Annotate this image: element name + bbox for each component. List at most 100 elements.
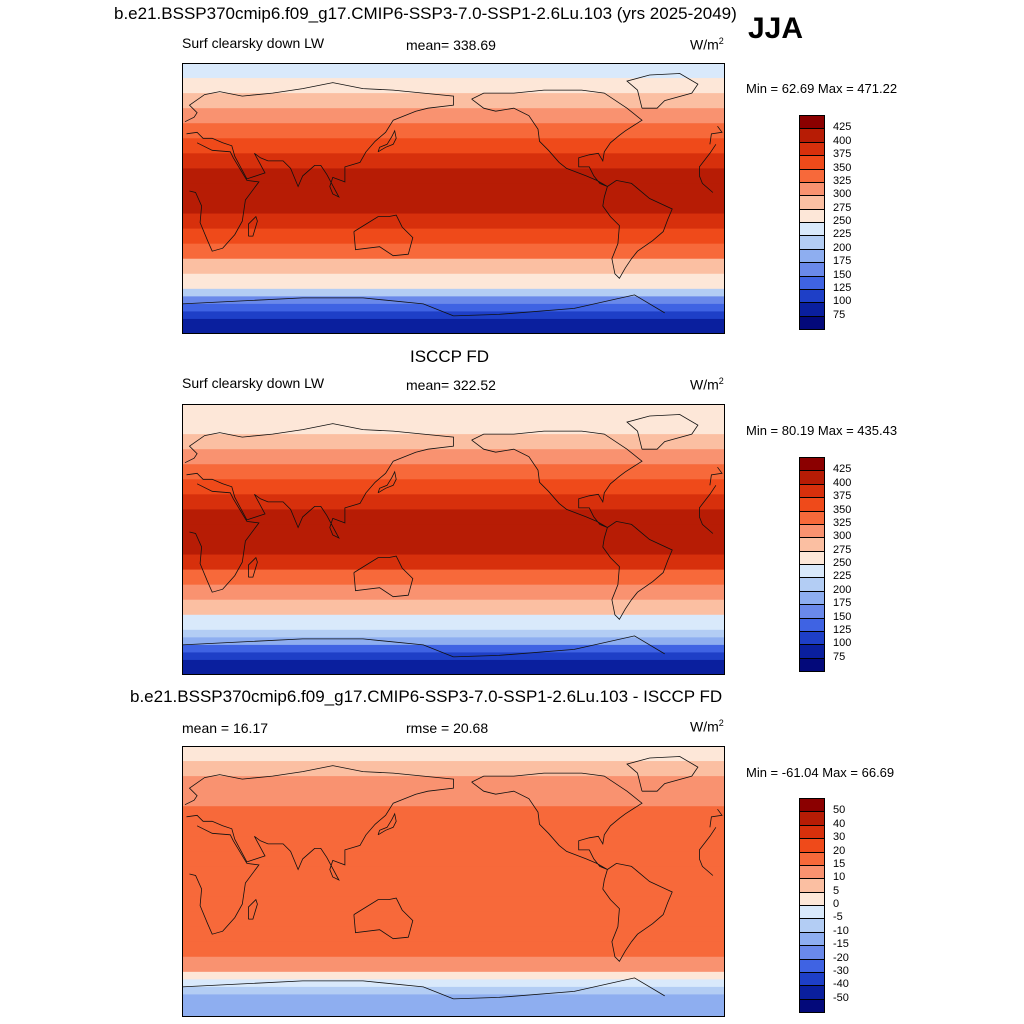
panel1-units: W/m2: [690, 36, 724, 53]
colorbar-tick-label: 100: [833, 637, 852, 650]
lat-band: [182, 941, 725, 958]
lat-band: [182, 404, 725, 420]
colorbar-tick-label: 300: [833, 188, 852, 201]
colorbar-tick-label: 300: [833, 530, 852, 543]
colorbar-box: [799, 457, 825, 471]
colorbar-box: [799, 985, 825, 1000]
coastline-south-america: [602, 179, 673, 279]
colorbar-box: [799, 537, 825, 552]
lat-band: [182, 479, 725, 495]
colorbar-box: [799, 590, 825, 605]
lat-band: [182, 971, 725, 980]
colorbar-tick-label: 125: [833, 623, 852, 636]
lat-band: [182, 243, 725, 260]
colorbar-tick-label: 425: [833, 121, 852, 134]
lat-band: [182, 539, 725, 556]
panel3-title: b.e21.BSSP370cmip6.f09_g17.CMIP6-SSP3-7.…: [130, 687, 723, 706]
colorbar-box: [799, 657, 825, 672]
colorbar-box: [799, 798, 825, 812]
lat-band: [182, 569, 725, 586]
lat-band: [182, 599, 725, 616]
colorbar-box: [799, 168, 825, 183]
coastline-africa: [189, 483, 717, 593]
coastline-antarctica: [182, 977, 665, 1000]
colorbar-tick-label: 250: [833, 215, 852, 227]
coastline-north-america: [471, 772, 643, 870]
map-frame: [182, 404, 725, 675]
lat-band: [182, 761, 725, 777]
lat-band: [182, 258, 725, 275]
colorbar-tick-label: 150: [833, 610, 852, 623]
colorbar-box: [799, 550, 825, 565]
lat-band: [182, 791, 725, 807]
colorbar-box: [799, 811, 825, 826]
panel1-minmax: Min = 62.69 Max = 471.22: [746, 81, 898, 96]
lat-band: [182, 288, 725, 297]
colorbar-box: [799, 115, 825, 129]
panel3-units: W/m2: [690, 718, 724, 735]
colorbar-tick-label: 275: [833, 201, 852, 214]
colorbar-tick-label: 20: [833, 844, 846, 857]
colorbar-tick-label: 175: [833, 255, 852, 268]
lat-band: [182, 63, 725, 79]
colorbar-tick-label: -30: [833, 964, 849, 977]
colorbar-tick-label: 5: [833, 884, 840, 897]
panel1-variable: Surf clearsky down LW: [182, 35, 325, 51]
colorbar-box: [799, 958, 825, 973]
panel2-variable: Surf clearsky down LW: [182, 375, 325, 391]
colorbar-box: [799, 315, 825, 330]
lat-band: [182, 614, 725, 631]
coastline-greenland: [626, 414, 699, 450]
colorbar-box: [799, 604, 825, 618]
lat-band: [182, 303, 725, 313]
lat-band: [182, 318, 725, 334]
lat-band: [182, 273, 725, 290]
coastline-greenland: [626, 73, 699, 109]
lat-band: [182, 637, 725, 646]
colorbar-box: [799, 128, 825, 143]
colorbar-box: [799, 275, 825, 290]
colorbar-tick-label: 225: [833, 570, 852, 583]
colorbar-box: [799, 630, 825, 645]
colorbar-box: [799, 931, 825, 946]
lat-band: [182, 554, 725, 571]
colorbar-box: [799, 155, 825, 169]
coastline-south-america: [602, 520, 673, 620]
lat-band: [182, 866, 725, 883]
panel3-mean: mean = 16.17: [182, 720, 269, 736]
lat-band: [182, 228, 725, 245]
lat-band: [182, 629, 725, 638]
coastline-japan: [377, 812, 397, 836]
colorbar-tick-label: 400: [833, 134, 852, 147]
coastline-japan: [377, 470, 397, 494]
colorbar-box: [799, 288, 825, 303]
lat-band: [182, 979, 725, 988]
colorbar-box: [799, 235, 825, 250]
colorbar-tick-label: 275: [833, 543, 852, 556]
colorbar-box: [799, 181, 825, 196]
lat-band: [182, 464, 725, 480]
lat-band: [182, 494, 725, 510]
colorbar-box: [799, 523, 825, 538]
lat-band: [182, 821, 725, 837]
colorbar-tick-label: 100: [833, 295, 852, 308]
colorbar-box: [799, 497, 825, 511]
colorbar-box: [799, 141, 825, 156]
lat-band: [182, 153, 725, 169]
coastline-madagascar: [248, 215, 258, 237]
colorbar-box: [799, 302, 825, 317]
lat-band: [182, 509, 725, 526]
colorbar-box: [799, 483, 825, 498]
panel2-title: ISCCP FD: [410, 347, 490, 366]
colorbar-box: [799, 248, 825, 263]
coastline-south-america: [602, 862, 673, 962]
colorbar-tick-label: 425: [833, 463, 852, 476]
lat-band: [182, 78, 725, 94]
colorbar-box: [799, 564, 825, 578]
lat-band: [182, 138, 725, 154]
colorbar-tick-label: 350: [833, 503, 852, 516]
lat-band: [182, 851, 725, 868]
colorbar-tick-label: 325: [833, 516, 852, 529]
panel1-mean: mean= 338.69: [406, 37, 496, 53]
colorbar-box: [799, 918, 825, 933]
